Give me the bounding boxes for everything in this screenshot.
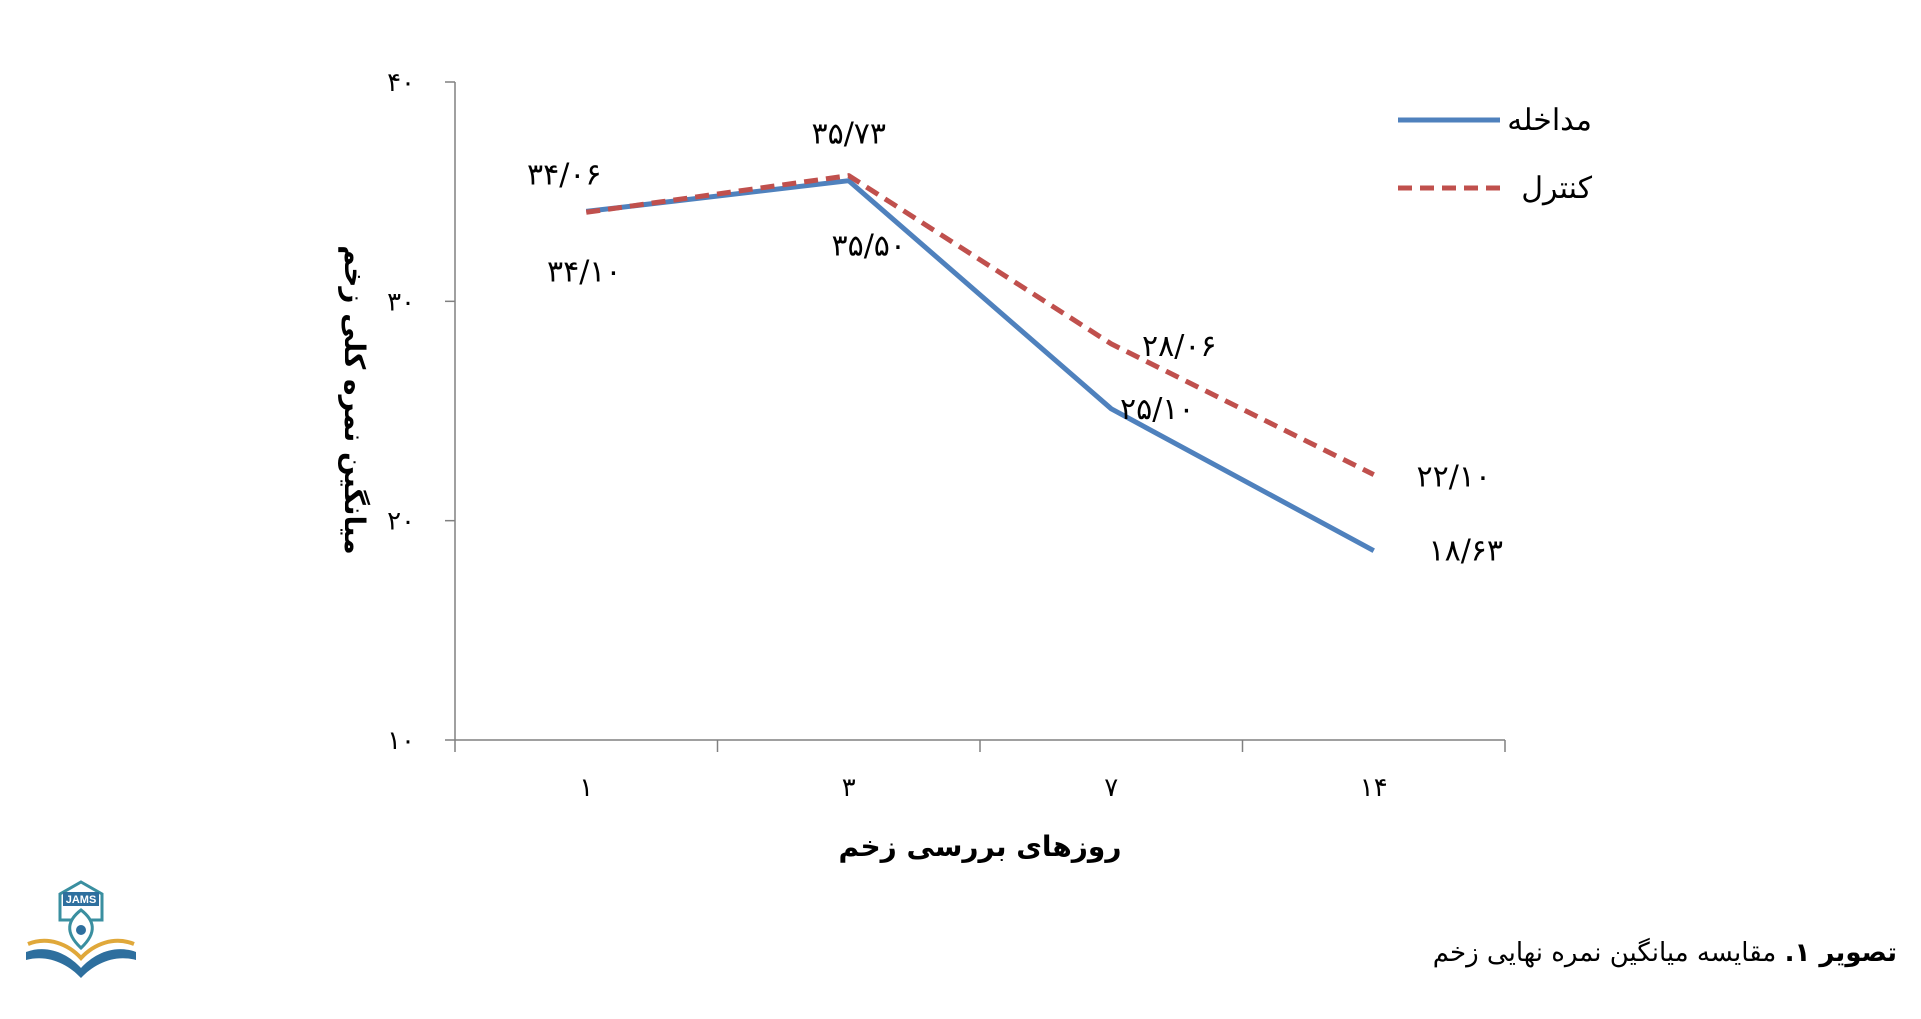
data-label: ۳۴/۱۰ <box>547 254 622 289</box>
data-label: ۲۸/۰۶ <box>1142 329 1217 364</box>
svg-text:JAMS: JAMS <box>66 894 97 906</box>
x-tick-label: ۷ <box>1104 773 1118 803</box>
data-label: ۲۲/۱۰ <box>1416 460 1491 495</box>
jams-journal-logo-icon: JAMS <box>26 880 136 978</box>
y-tick-label: ۱۰ <box>387 726 415 756</box>
data-label: ۳۵/۷۳ <box>811 117 886 152</box>
y-tick-label: ۲۰ <box>387 507 415 537</box>
legend-label: کنترل <box>1521 172 1592 206</box>
jams-logo: JAMS <box>18 878 144 992</box>
x-axis-title: روزهای بررسی زخم <box>839 830 1122 863</box>
data-label: ۲۵/۱۰ <box>1120 392 1195 427</box>
chart-axes: ۱۰ ۲۰ ۳۰ ۴۰ ۱ ۳ ۷ ۱۴ <box>387 68 1506 803</box>
x-tick-label: ۱ <box>579 773 593 803</box>
y-tick-label: ۳۰ <box>387 287 415 317</box>
x-tick-label: ۳ <box>842 773 856 803</box>
chart-data-labels: ۳۴/۱۰ ۳۵/۵۰ ۲۵/۱۰ ۱۸/۶۳ ۳۴/۰۶ ۳۵/۷۳ ۲۸/۰۶ ۲۲/۱۰ <box>527 117 1503 569</box>
data-label: ۳۵/۵۰ <box>831 229 906 264</box>
figure-caption-text: مقایسه میانگین نمره نهایی زخم <box>1432 938 1785 968</box>
chart-series <box>585 173 1375 553</box>
figure-caption: تصویر ۱. مقایسه میانگین نمره نهایی زخم <box>1433 938 1897 968</box>
data-label: ۱۸/۶۳ <box>1428 534 1503 569</box>
figure-caption-number: تصویر ۱. <box>1784 938 1897 968</box>
x-tick-label: ۱۴ <box>1360 773 1388 803</box>
chart-legend: مداخله کنترل <box>1398 104 1593 206</box>
data-label: ۳۴/۰۶ <box>527 157 602 192</box>
y-tick-label: ۴۰ <box>387 68 415 98</box>
series-line-1 <box>585 178 1375 553</box>
y-axis-title: میانگین نمره کلی زخم <box>338 245 371 554</box>
legend-label: مداخله <box>1507 104 1592 137</box>
series-line-2 <box>585 173 1375 477</box>
